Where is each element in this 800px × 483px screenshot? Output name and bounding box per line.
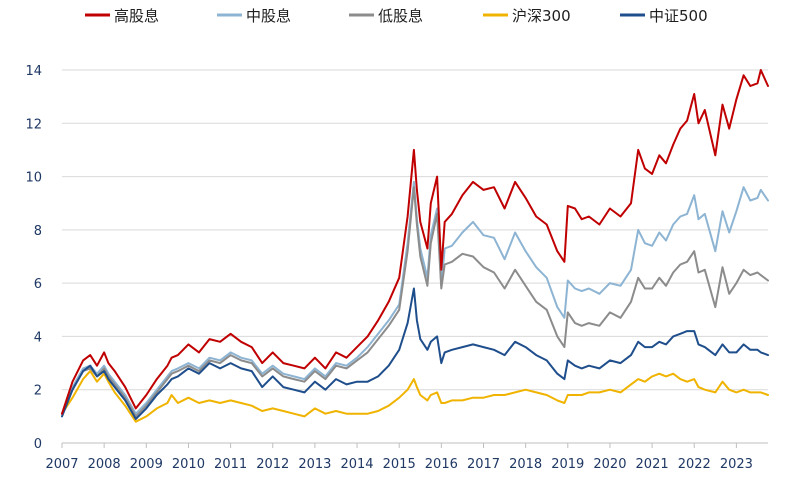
legend-label: 低股息 [378,7,423,25]
x-tick-label: 2010 [172,457,205,472]
x-tick-label: 2021 [636,457,669,472]
x-tick-label: 2013 [298,457,331,472]
gridlines [62,69,768,391]
x-tick-label: 2016 [425,457,458,472]
series-line-4 [61,287,769,420]
x-tick-label: 2017 [467,457,500,472]
y-tick-label: 14 [25,64,42,79]
x-tick-label: 2008 [88,457,121,472]
x-tick-label: 2011 [214,457,247,472]
x-tick-label: 2023 [720,457,753,472]
legend-label: 高股息 [114,7,159,25]
y-axis: 0 2 4 6 8 10 12 14 [25,64,42,452]
series-line-1 [61,180,769,415]
x-axis: 2007 2008 2009 2010 2011 2012 2013 2014 2015 2016… [45,442,768,472]
x-tick-label: 2007 [45,457,78,472]
x-tick-label: 2012 [256,457,289,472]
x-tick-label: 2019 [551,457,584,472]
y-tick-label: 8 [34,224,42,239]
legend-label: 沪深300 [512,7,571,25]
y-tick-label: 0 [34,437,42,452]
x-tick-label: 2020 [593,457,626,472]
y-tick-label: 2 [34,384,42,399]
x-tick-label: 2014 [340,457,373,472]
y-tick-label: 6 [34,277,42,292]
legend: 高股息 中股息 低股息 沪深300 中证500 [85,7,708,25]
legend-label: 中股息 [246,7,291,25]
series-line-3 [61,370,769,423]
y-tick-label: 4 [34,330,42,345]
x-tick-label: 2015 [383,457,416,472]
x-tick-label: 2018 [509,457,542,472]
legend-label: 中证500 [649,7,708,25]
x-tick-label: 2009 [130,457,163,472]
series-lines [61,69,769,423]
x-tick-label: 2022 [678,457,711,472]
y-tick-label: 10 [25,171,42,186]
y-tick-label: 12 [25,117,42,132]
series-line-2 [61,186,769,418]
series-line-0 [61,69,769,415]
